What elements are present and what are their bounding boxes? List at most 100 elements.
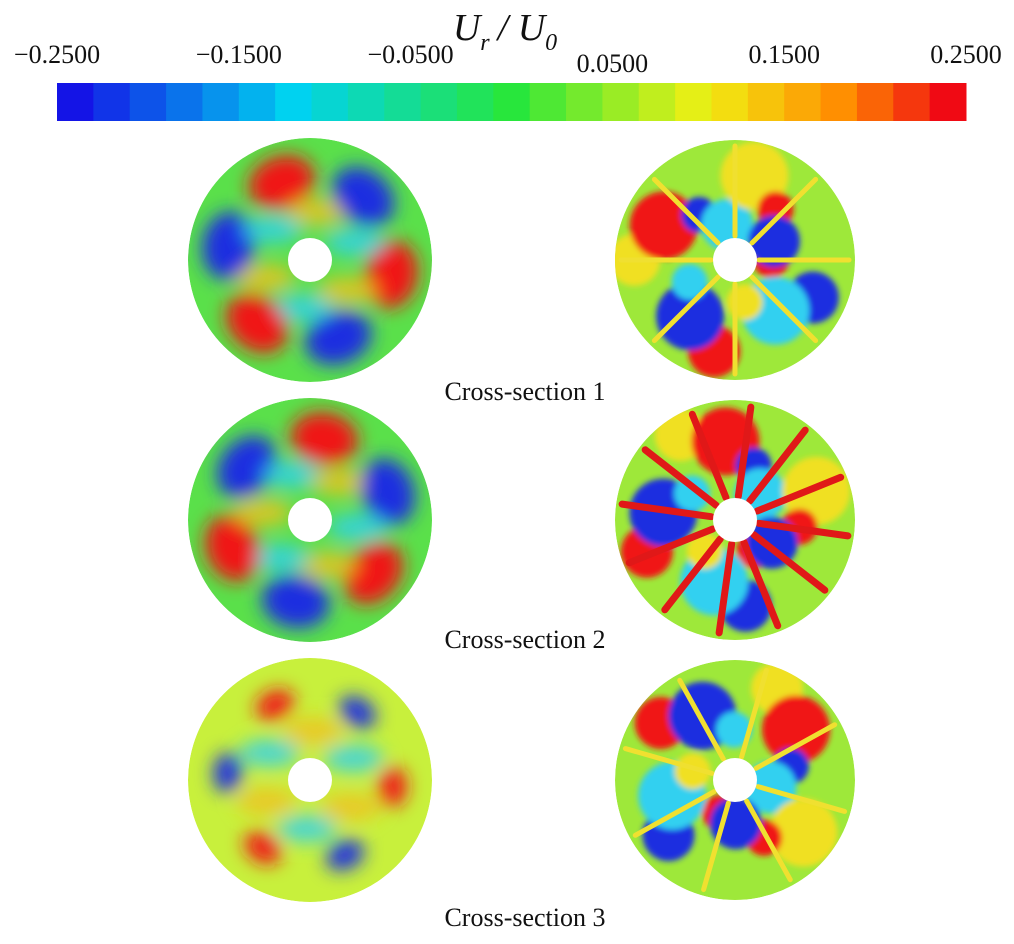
colorbar-tick-label: 0.1500 bbox=[748, 40, 820, 69]
disk-blobs bbox=[204, 412, 416, 628]
colorbar-band bbox=[820, 83, 858, 121]
blob bbox=[671, 263, 708, 300]
colorbar-band bbox=[166, 83, 203, 121]
spoke bbox=[641, 446, 720, 509]
blob bbox=[656, 282, 725, 351]
spoke bbox=[661, 535, 724, 614]
blob bbox=[674, 753, 711, 790]
spoke bbox=[622, 746, 715, 776]
colorbar-band bbox=[57, 83, 94, 121]
hub bbox=[713, 758, 757, 802]
blob bbox=[249, 544, 310, 573]
blob bbox=[762, 695, 831, 764]
colorbar-band bbox=[675, 83, 712, 121]
blob bbox=[204, 515, 260, 582]
colorbar-band bbox=[711, 83, 749, 121]
blob bbox=[241, 215, 302, 244]
blob bbox=[343, 542, 404, 605]
colorbar-band bbox=[347, 83, 385, 121]
blob bbox=[325, 839, 365, 871]
blob bbox=[323, 744, 384, 773]
contour-disk bbox=[615, 140, 855, 380]
contour-disk bbox=[188, 658, 432, 902]
hub bbox=[288, 498, 332, 542]
spoke bbox=[688, 410, 730, 502]
contour-disk bbox=[615, 400, 855, 640]
spoke bbox=[739, 667, 769, 760]
colorbar-band bbox=[784, 83, 822, 121]
blob bbox=[726, 284, 763, 321]
contour-disk bbox=[615, 660, 855, 900]
blob bbox=[234, 263, 295, 292]
blob bbox=[360, 458, 416, 525]
disk-blobs bbox=[634, 662, 838, 867]
blob bbox=[747, 215, 800, 268]
colorbar-band bbox=[129, 83, 167, 121]
blob bbox=[231, 498, 292, 527]
blob bbox=[276, 814, 337, 843]
contour-disk bbox=[188, 398, 432, 642]
disk-blobs bbox=[213, 689, 407, 871]
blob bbox=[305, 310, 372, 366]
blob bbox=[272, 294, 333, 323]
colorbar: −0.2500 −0.1500 −0.0500 0.0500 0.1500 0.2500 bbox=[14, 40, 1002, 121]
spoke bbox=[755, 784, 848, 814]
colorbar-band bbox=[929, 83, 967, 121]
blob bbox=[287, 197, 348, 226]
spoke bbox=[753, 722, 838, 771]
blob bbox=[297, 551, 358, 580]
spoke bbox=[755, 519, 852, 540]
blob bbox=[225, 293, 288, 354]
blob bbox=[325, 228, 386, 257]
contour-panels: Cross-section 1 Cross-section 2 Cross-sect… bbox=[188, 138, 855, 932]
panel-label: Cross-section 1 bbox=[444, 377, 605, 406]
spoke bbox=[651, 274, 721, 344]
spoke bbox=[618, 500, 715, 521]
colorbar-tick-label: −0.0500 bbox=[368, 40, 454, 69]
blob bbox=[769, 798, 838, 867]
blob bbox=[320, 793, 381, 822]
blob bbox=[236, 787, 297, 816]
spoke bbox=[744, 798, 793, 883]
blob bbox=[674, 475, 711, 512]
colorbar-band bbox=[856, 83, 894, 121]
spoke bbox=[651, 176, 721, 246]
panel-label: Cross-section 2 bbox=[444, 625, 605, 654]
blob bbox=[310, 467, 371, 496]
colorbar-band bbox=[384, 83, 422, 121]
spoke bbox=[677, 677, 726, 762]
colorbar-band bbox=[529, 83, 567, 121]
colorbar-band bbox=[638, 83, 676, 121]
blob bbox=[213, 752, 242, 793]
colorbar-band bbox=[420, 83, 458, 121]
blob bbox=[378, 767, 407, 808]
colorbar-title: Ur / U0 bbox=[453, 7, 557, 56]
blob bbox=[328, 513, 389, 542]
spoke bbox=[740, 538, 782, 630]
colorbar-band bbox=[456, 83, 494, 121]
colorbar-tick-label: −0.1500 bbox=[196, 40, 282, 69]
blob bbox=[261, 575, 330, 628]
colorbar-band bbox=[238, 83, 276, 121]
spoke bbox=[746, 426, 809, 505]
spoke bbox=[750, 531, 829, 594]
spoke bbox=[749, 176, 819, 246]
colorbar-band bbox=[275, 83, 313, 121]
panel-label: Cross-section 3 bbox=[444, 903, 605, 932]
blob bbox=[365, 240, 418, 309]
blob bbox=[318, 276, 379, 305]
blob bbox=[244, 831, 281, 865]
hub bbox=[288, 238, 332, 282]
blob bbox=[716, 711, 753, 748]
blob bbox=[202, 211, 255, 280]
blob bbox=[248, 154, 315, 210]
blob bbox=[255, 689, 295, 721]
contour-disk bbox=[188, 138, 432, 382]
colorbar-tick-label: 0.2500 bbox=[930, 40, 1002, 69]
colorbar-band bbox=[202, 83, 240, 121]
blob bbox=[216, 435, 277, 498]
colorbar-tick-label: 0.0500 bbox=[577, 49, 649, 78]
blob bbox=[339, 695, 376, 729]
spoke bbox=[625, 525, 717, 567]
